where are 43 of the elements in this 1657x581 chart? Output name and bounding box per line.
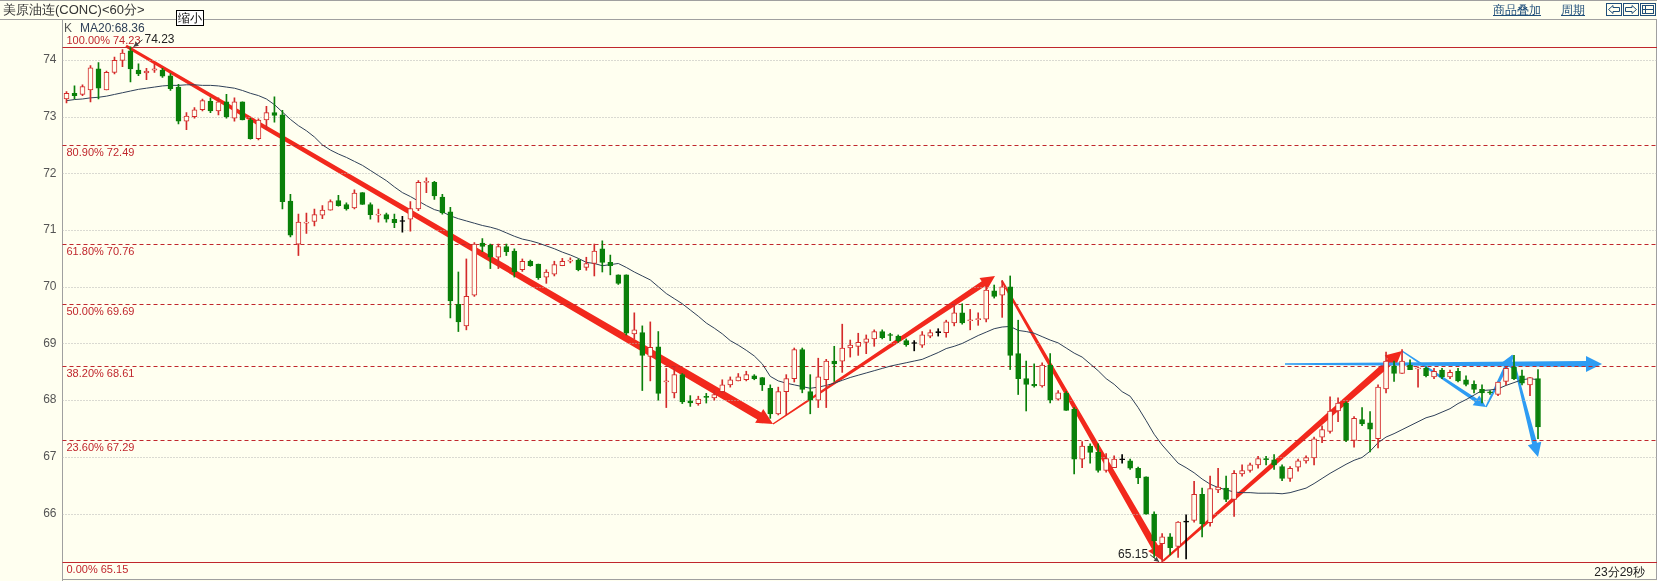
candlestick [935, 328, 942, 337]
candlestick [687, 395, 694, 407]
text: 23分29秒 [1594, 565, 1645, 579]
y-tick-label: 66 [43, 505, 57, 520]
candlestick [1263, 456, 1269, 466]
candlestick [1183, 514, 1189, 560]
text: 周期 [1561, 3, 1585, 17]
y-tick-label: 69 [43, 335, 57, 350]
annotation: 65.15 [1118, 547, 1149, 562]
y-tick-label: 70 [43, 279, 57, 294]
candlestick [999, 280, 1006, 318]
y-tick-label: 73 [43, 108, 57, 123]
chart-title: 美原油连(CONC)<60分> [3, 2, 145, 17]
candlestick [647, 321, 654, 382]
annotation: 缩小 [176, 10, 204, 26]
y-tick-label: 68 [43, 392, 57, 407]
annotation: 74.23 [144, 32, 175, 47]
ref-line-label: 0.00% 65.15 [66, 562, 129, 575]
candlestick [807, 374, 814, 415]
ref-line-label: 61.80% 70.76 [66, 244, 135, 257]
candlestick [1359, 407, 1365, 427]
candlestick [855, 332, 862, 356]
candlestick [663, 368, 670, 408]
ref-line-label: 23.60% 67.29 [66, 440, 135, 453]
candlestick [1159, 533, 1165, 563]
ref-line-label: 100.00% 74.23 [66, 33, 141, 46]
y-tick-label: 72 [43, 165, 57, 180]
candlestick [1415, 366, 1421, 388]
annotation: MA20:68.36 [80, 21, 145, 35]
y-tick-label: 71 [43, 222, 57, 237]
ref-line-label: 80.90% 72.49 [66, 145, 135, 158]
candlestick [967, 309, 974, 331]
ref-line-label: 38.20% 68.61 [66, 366, 135, 379]
ref-line-label: 50.00% 69.69 [66, 304, 135, 317]
candlestick [607, 254, 614, 276]
candlestick [1119, 454, 1125, 464]
candlestick [863, 334, 870, 354]
text: 商品叠加 [1493, 3, 1541, 17]
annotation: K [64, 21, 73, 35]
y-tick-label: 74 [43, 52, 57, 67]
candlestick [1023, 360, 1029, 412]
y-tick-label: 67 [43, 449, 57, 464]
candlestick [1479, 384, 1485, 404]
